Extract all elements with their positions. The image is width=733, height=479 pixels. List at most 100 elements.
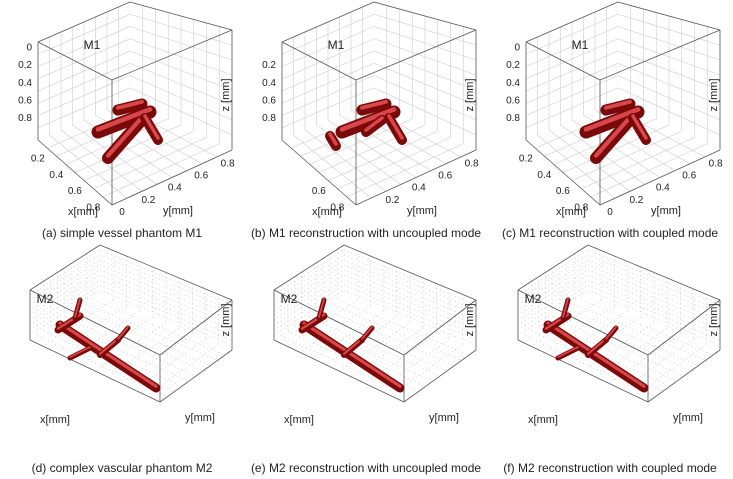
edge xyxy=(587,279,721,336)
z-tick-label: 0.4 xyxy=(18,78,32,89)
edge xyxy=(339,107,397,132)
edge xyxy=(342,337,364,355)
z-tick-label: 0.6 xyxy=(18,95,32,106)
x-tick-label: 0.4 xyxy=(537,170,551,181)
edge xyxy=(525,50,619,92)
edge xyxy=(390,344,463,397)
edge xyxy=(74,298,81,318)
edge xyxy=(129,75,233,121)
edge xyxy=(159,299,233,356)
edge xyxy=(587,274,721,331)
edge xyxy=(525,41,601,81)
y-axis-label: y[mm] xyxy=(673,412,703,424)
edge xyxy=(102,143,220,198)
y-tick-label: 0.6 xyxy=(438,171,452,182)
edge xyxy=(617,87,721,136)
edge xyxy=(647,349,721,403)
x-tick-label: 0.6 xyxy=(556,186,570,197)
edge xyxy=(99,254,233,311)
edge xyxy=(373,50,477,91)
x-tick-label: 0.6 xyxy=(312,186,326,197)
edge xyxy=(617,50,721,91)
panel-title: M1 xyxy=(84,38,101,52)
y-tick-label: 0.8 xyxy=(221,158,235,169)
y-tick-label: 0.6 xyxy=(194,171,208,182)
z-tick-label: 0.6 xyxy=(506,95,520,106)
edge xyxy=(343,279,477,336)
edge xyxy=(116,99,144,110)
edge xyxy=(69,346,91,358)
edge xyxy=(129,1,233,31)
edge xyxy=(281,50,375,92)
edge xyxy=(58,321,158,388)
y-tick-label: 0 xyxy=(607,207,613,218)
edge xyxy=(346,143,464,198)
caption: (d) complex vascular phantom M2 xyxy=(32,461,213,475)
edge xyxy=(403,299,477,356)
edge xyxy=(525,87,619,129)
edge xyxy=(129,87,233,136)
edge xyxy=(111,29,233,81)
edge xyxy=(361,326,373,340)
x-tick-label: 0.2 xyxy=(31,154,45,165)
edge xyxy=(373,1,477,31)
edge xyxy=(337,137,451,190)
caption: (f) M2 reconstruction with coupled mode xyxy=(503,461,717,475)
edge xyxy=(74,124,182,173)
edge xyxy=(99,244,233,301)
y-axis-label: y[mm] xyxy=(163,205,193,217)
y-axis-label: y[mm] xyxy=(407,205,437,217)
z-tick-label: 0.8 xyxy=(506,113,520,124)
x-tick-label: 0.6 xyxy=(68,186,82,197)
panel-title: M1 xyxy=(328,38,345,52)
edge xyxy=(281,62,375,104)
edge xyxy=(99,279,233,336)
edge xyxy=(281,41,357,81)
edge xyxy=(37,62,131,104)
edge xyxy=(605,326,617,340)
edge xyxy=(302,321,402,388)
edge xyxy=(587,254,721,311)
z-axis-label: z [mm] xyxy=(708,304,720,337)
edge xyxy=(572,130,682,181)
edge xyxy=(525,139,601,206)
panel-title: M1 xyxy=(572,38,589,52)
y-tick-label: 0.4 xyxy=(412,183,426,194)
edge xyxy=(525,75,619,116)
edge xyxy=(318,298,325,318)
edge xyxy=(273,244,345,291)
x-tick-label: 0.8 xyxy=(574,202,588,213)
x-axis-label: x[mm] xyxy=(556,206,586,218)
edge xyxy=(281,139,357,206)
edge xyxy=(29,244,101,291)
x-axis-label: x[mm] xyxy=(40,414,70,426)
z-tick-label: 0.2 xyxy=(506,60,520,71)
edge xyxy=(546,321,646,388)
edge xyxy=(29,289,161,356)
x-axis-label: x[mm] xyxy=(312,206,342,218)
edge xyxy=(590,143,708,198)
edge xyxy=(355,29,477,81)
edge xyxy=(37,1,131,43)
edge xyxy=(99,274,233,331)
edge xyxy=(112,98,148,116)
edge xyxy=(273,339,405,403)
y-axis-label: y[mm] xyxy=(651,205,681,217)
edge xyxy=(604,99,632,110)
edge xyxy=(617,62,721,106)
x-tick-label: 0.2 xyxy=(519,154,533,165)
z-tick-label: 0.4 xyxy=(262,78,276,89)
edge xyxy=(343,244,477,301)
caption: (c) M1 reconstruction with coupled mode xyxy=(502,226,718,240)
edge xyxy=(84,130,194,181)
edge xyxy=(343,254,477,311)
edge xyxy=(281,75,375,116)
x-tick-label: 0.4 xyxy=(49,170,63,181)
edge xyxy=(373,87,477,136)
edge xyxy=(343,259,477,316)
z-tick-label: 0.2 xyxy=(262,60,276,71)
edge xyxy=(617,1,721,31)
edge xyxy=(355,149,477,206)
edge xyxy=(587,244,721,301)
